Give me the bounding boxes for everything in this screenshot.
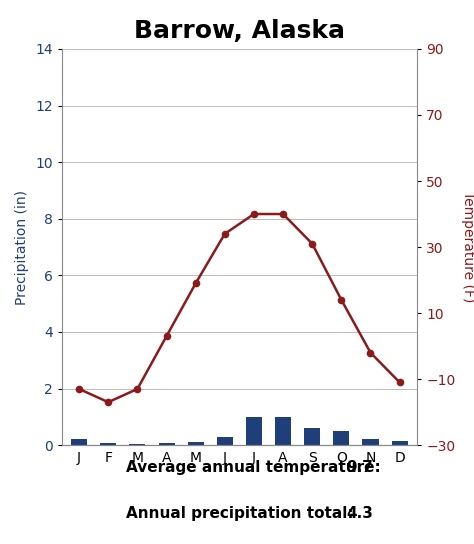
Bar xyxy=(71,440,87,445)
Y-axis label: Temperature (F): Temperature (F) xyxy=(461,191,474,302)
Bar xyxy=(246,417,262,445)
Bar xyxy=(275,417,291,445)
Bar xyxy=(100,443,116,445)
Bar xyxy=(158,443,174,445)
Text: Annual precipitation total:: Annual precipitation total: xyxy=(126,506,353,521)
Bar xyxy=(304,428,320,445)
Text: 9.7: 9.7 xyxy=(346,460,373,474)
Bar xyxy=(392,441,408,445)
Bar xyxy=(333,431,349,445)
Bar xyxy=(363,440,379,445)
Bar xyxy=(188,442,204,445)
Text: 4.3: 4.3 xyxy=(346,506,373,521)
Bar xyxy=(217,437,233,445)
Y-axis label: Precipitation (in): Precipitation (in) xyxy=(16,189,29,305)
Text: Average annual temperature:: Average annual temperature: xyxy=(126,460,380,474)
Bar xyxy=(129,444,146,445)
Title: Barrow, Alaska: Barrow, Alaska xyxy=(134,19,345,43)
